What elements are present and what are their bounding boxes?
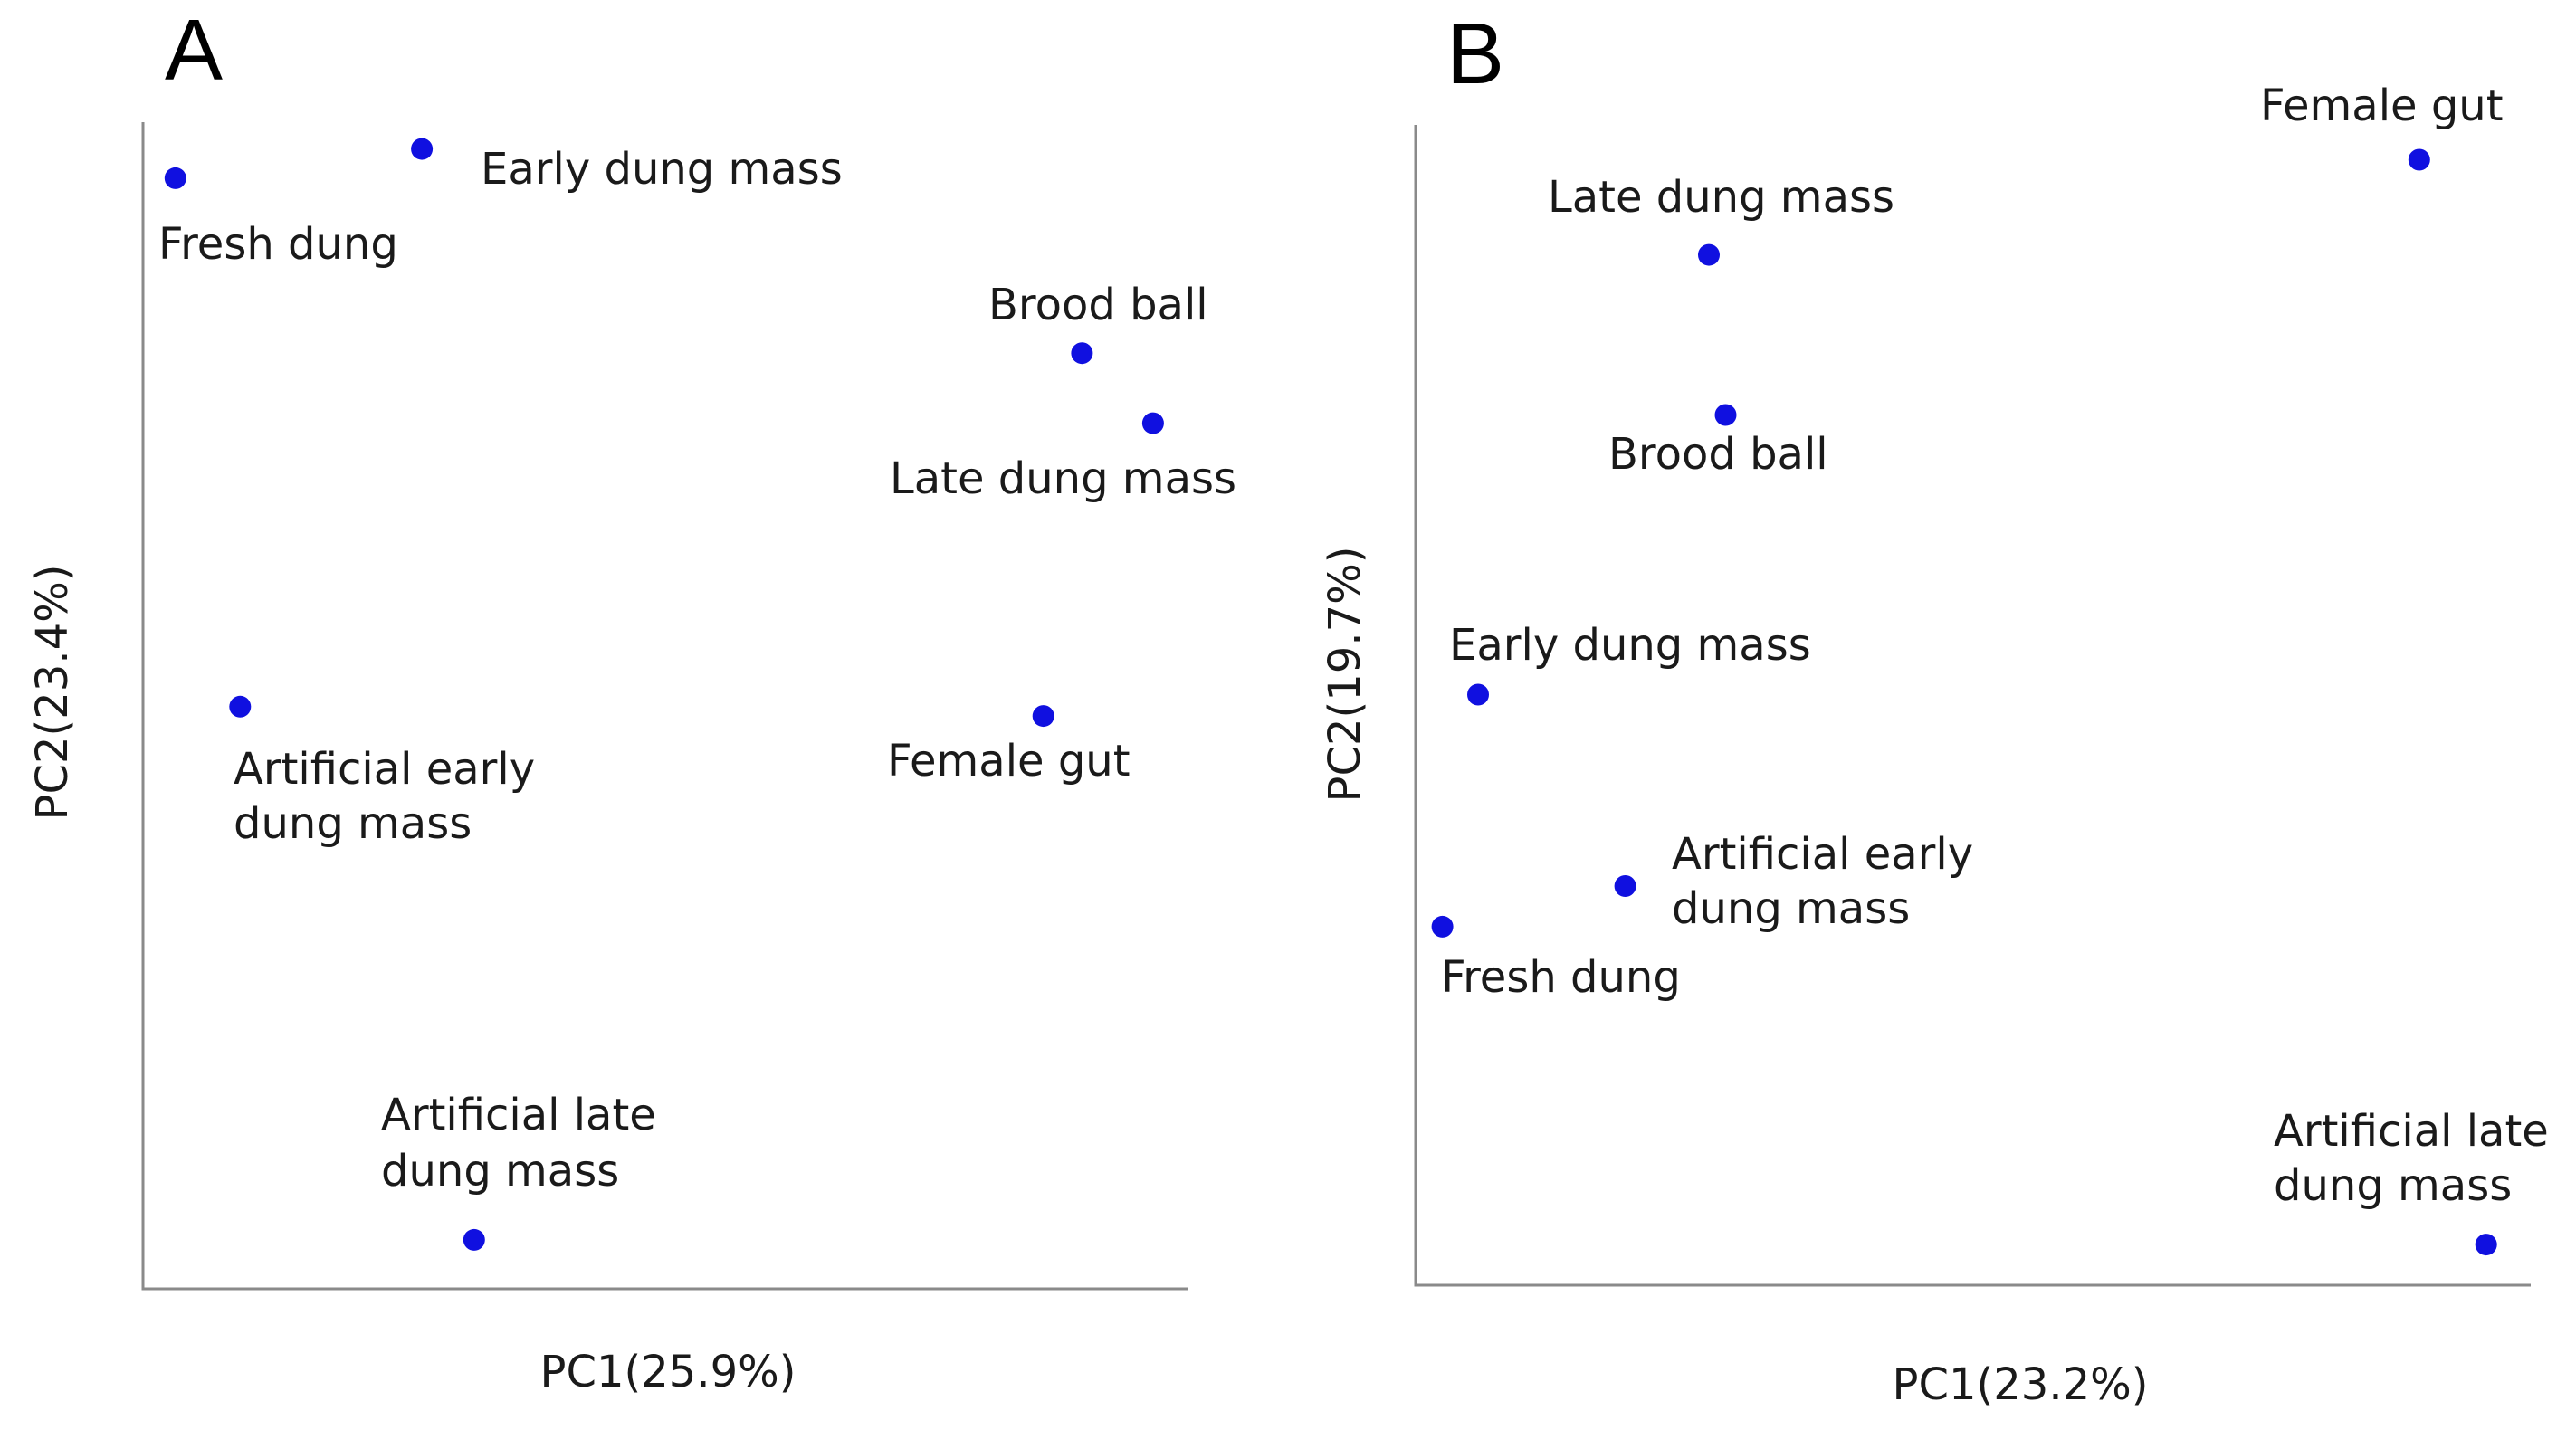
panel-a-point-female-gut — [1032, 705, 1054, 728]
panel-a-label-female-gut: Female gut — [887, 736, 1131, 786]
panel-b-label-late-dung-mass: Late dung mass — [1548, 172, 1894, 223]
panel-a-label-early-dung-mass: Early dung mass — [481, 144, 843, 195]
panel-a-label-artificial-late-dung-mass: Artificial late dung mass — [381, 1090, 670, 1196]
panel-b-point-artificial-late-dung-mass — [2475, 1234, 2497, 1256]
panel-a-label-brood-ball: Brood ball — [988, 280, 1208, 330]
panel-a-y-axis-label: PC2(23.4%) — [27, 565, 78, 821]
panel-b-point-early-dung-mass — [1467, 683, 1489, 706]
panel-a-point-labels: Fresh dung Early dung mass Brood ball La… — [158, 144, 1236, 1196]
panel-a-point-artificial-late-dung-mass — [463, 1228, 485, 1251]
panel-b-point-artificial-early-dung-mass — [1614, 875, 1636, 897]
panel-b-label-female-gut: Female gut — [2260, 81, 2504, 131]
panel-b-y-axis-label: PC2(19.7%) — [1320, 547, 1370, 803]
panel-b-point-female-gut — [2408, 148, 2430, 171]
panel-b-label-artificial-early-dung-mass: Artificial early dung mass — [1672, 829, 1987, 934]
panel-b-label-fresh-dung: Fresh dung — [1441, 952, 1681, 1003]
panel-a-axes — [141, 122, 1188, 1291]
panel-b-x-axis-label: PC1(23.2%) — [1893, 1359, 2149, 1410]
panel-b-label-artificial-late-dung-mass: Artificial late dung mass — [2274, 1106, 2562, 1211]
panel-b-point-late-dung-mass — [1698, 243, 1720, 266]
panel-b-letter: B — [1446, 5, 1504, 102]
panel-a-point-early-dung-mass — [411, 138, 434, 160]
panel-b-point-brood-ball — [1714, 404, 1737, 426]
panel-b: B PC1(23.2%) PC2(19.7%) Female gut Late … — [1320, 5, 2562, 1410]
panel-a-letter: A — [165, 2, 223, 99]
panel-a-point-brood-ball — [1071, 342, 1093, 365]
panel-a: A PC1(25.9%) PC2(23.4%) Fresh dung Early… — [27, 2, 1236, 1397]
panel-a-label-fresh-dung: Fresh dung — [158, 219, 398, 270]
panel-a-points — [164, 138, 1164, 1251]
panel-a-point-artificial-early-dung-mass — [229, 695, 252, 718]
panel-b-points — [1431, 148, 2497, 1256]
panel-b-point-fresh-dung — [1431, 915, 1454, 938]
panel-b-point-labels: Female gut Late dung mass Brood ball Ear… — [1441, 81, 2562, 1211]
panel-a-x-axis-label: PC1(25.9%) — [540, 1347, 797, 1397]
panel-b-label-brood-ball: Brood ball — [1608, 429, 1828, 480]
panel-a-point-fresh-dung — [164, 167, 186, 189]
panel-a-point-late-dung-mass — [1141, 412, 1164, 434]
panel-b-label-early-dung-mass: Early dung mass — [1449, 620, 1811, 671]
panel-a-label-artificial-early-dung-mass: Artificial early dung mass — [234, 744, 549, 849]
panel-b-axes — [1414, 125, 2531, 1287]
panel-a-label-late-dung-mass: Late dung mass — [890, 453, 1236, 504]
